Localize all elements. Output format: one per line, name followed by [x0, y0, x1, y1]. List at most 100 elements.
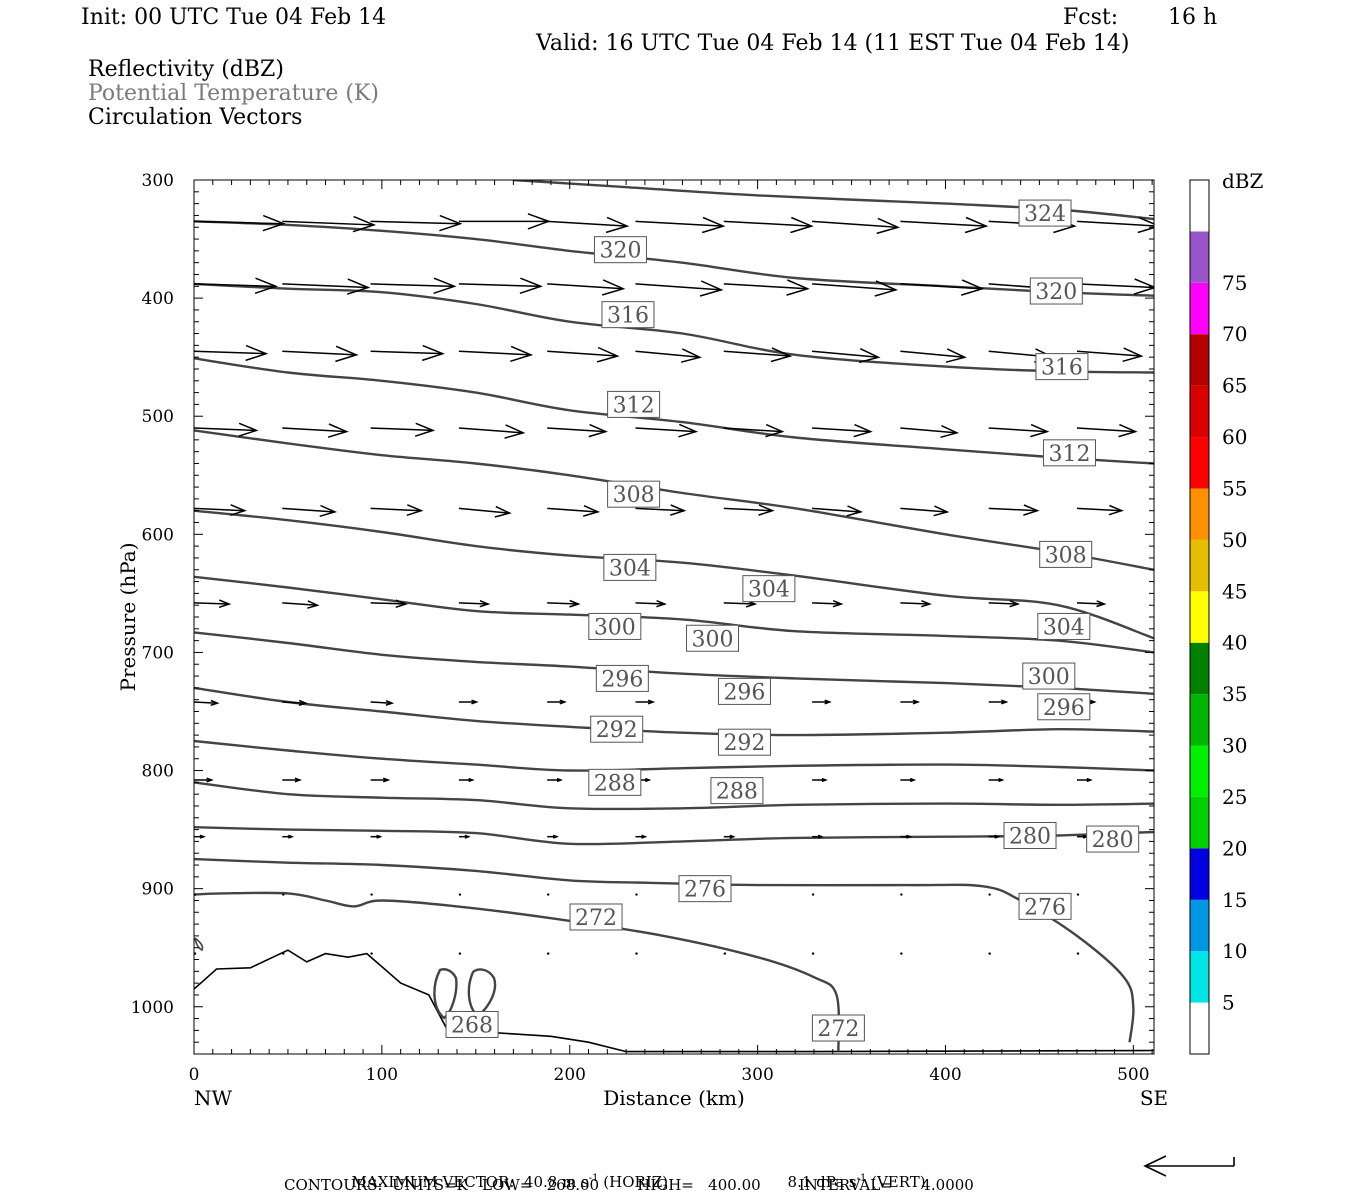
vector-arrow	[900, 699, 921, 705]
contour-label-box	[811, 1014, 865, 1042]
contour-line-304	[194, 509, 1154, 640]
contour-label: 280	[1086, 825, 1140, 853]
contour-label-box	[1037, 693, 1091, 721]
vector-shaft	[458, 350, 532, 356]
vector-head	[294, 777, 302, 783]
vector-arrow	[547, 279, 626, 296]
vector-dot	[635, 893, 638, 896]
contour-label-text: 288	[716, 780, 758, 805]
colorbar-level-label: 50	[1222, 528, 1247, 552]
vector-arrow	[370, 893, 373, 896]
contour-label-box	[710, 777, 764, 805]
vector-shaft	[988, 507, 1038, 512]
vector-arrow	[900, 348, 967, 363]
vector-shaft	[812, 283, 896, 291]
vector-head	[335, 345, 359, 363]
init-time: Init: 00 UTC Tue 04 Feb 14	[81, 5, 387, 30]
vector-arrow	[812, 423, 873, 438]
contour-line-312	[194, 357, 1154, 465]
y-tick-label: 500	[142, 407, 174, 427]
contour-label: 304	[603, 553, 657, 581]
contour-label: 280	[1003, 822, 1057, 850]
vector-shaft	[370, 220, 461, 225]
terrain-outline	[194, 937, 497, 1020]
reference-vector	[1143, 1155, 1235, 1177]
contour-label-box	[1022, 662, 1076, 690]
vector-head	[758, 504, 775, 516]
vector-shaft	[194, 507, 245, 512]
vector-arrow	[723, 834, 736, 839]
x-tick-label: 400	[929, 1065, 961, 1085]
vector-arrow	[1076, 893, 1080, 896]
vector-head	[1009, 600, 1021, 608]
vector-shaft	[812, 427, 871, 433]
vector-arrow	[547, 834, 560, 839]
contour-label-text: 304	[1043, 615, 1085, 640]
vector-head	[433, 277, 457, 295]
contour-label: 316	[601, 301, 655, 329]
vector-head	[998, 777, 1005, 783]
colorbar-segment	[1190, 437, 1209, 489]
colorbar-level-label: 75	[1222, 271, 1247, 295]
contour-label-box	[678, 875, 732, 903]
contour-label-text: 280	[1092, 828, 1134, 853]
contour-label: 320	[1029, 277, 1083, 305]
vector-arrow	[370, 952, 373, 955]
vector-arrow	[1076, 216, 1154, 234]
colorbar-level-label: 5	[1222, 991, 1235, 1015]
vector-shaft	[723, 350, 791, 357]
vector-head	[471, 699, 479, 705]
contour-line-316	[194, 282, 1154, 374]
x-axis-left-end: NW	[194, 1086, 233, 1110]
colorbar-level-label: 40	[1222, 631, 1247, 655]
circulation-vectors	[194, 213, 1154, 955]
vector-arrow	[635, 699, 656, 705]
vector-head	[678, 423, 699, 438]
contour-line-276	[194, 857, 1135, 1043]
vector-shaft	[194, 350, 267, 355]
max-vector-vertical: 8.1 dPa s	[787, 1173, 857, 1191]
vector-head	[510, 345, 534, 363]
colorbar-level-label: 60	[1222, 425, 1247, 449]
vector-shaft	[1076, 350, 1142, 357]
colorbar-level-label: 65	[1222, 374, 1247, 398]
colorbar-level-label: 20	[1222, 836, 1247, 860]
vector-arrow	[282, 699, 308, 707]
x-axis-right-end: SE	[1140, 1086, 1168, 1110]
contour-label: 272	[811, 1014, 865, 1042]
field-reflectivity: Reflectivity (dBZ)	[88, 57, 284, 82]
vector-shaft	[547, 283, 624, 290]
vector-head	[1096, 600, 1107, 608]
vector-arrow	[988, 893, 991, 896]
vector-shaft	[723, 283, 808, 290]
edge-squiggle	[194, 937, 204, 952]
vector-arrow	[1076, 600, 1107, 608]
vector-arrow	[458, 834, 471, 839]
contour-line-268	[194, 949, 1154, 1053]
vector-shaft	[723, 427, 783, 433]
vector-arrow	[723, 347, 793, 363]
vector-head	[832, 600, 844, 608]
vector-head	[1108, 504, 1124, 516]
vector-arrow	[458, 213, 551, 230]
vector-head	[346, 278, 371, 295]
contour-label: 308	[1039, 540, 1093, 568]
colorbar-segment	[1190, 591, 1209, 643]
vector-dot	[811, 952, 815, 955]
contour-line-284	[194, 781, 1154, 811]
contour-label-box	[717, 677, 771, 705]
vector-arrow	[194, 344, 269, 362]
vector-shaft	[282, 220, 374, 226]
vector-shaft	[458, 427, 524, 434]
vector-arrow	[723, 504, 775, 516]
max-vector-horizontal-exponent: -1	[588, 1173, 599, 1184]
vector-dot	[194, 893, 197, 896]
vector-head	[906, 834, 913, 839]
vector-arrow	[988, 423, 1050, 438]
x-tick-label: 500	[1117, 1065, 1149, 1085]
x-tick-label: 0	[189, 1065, 200, 1085]
contour-line-292	[194, 686, 1154, 737]
vector-head	[670, 504, 687, 516]
contour-info: CONTOURS: UNITS=K LOW= 268.00 HIGH= 400.…	[284, 1176, 974, 1194]
vector-head	[821, 777, 828, 783]
